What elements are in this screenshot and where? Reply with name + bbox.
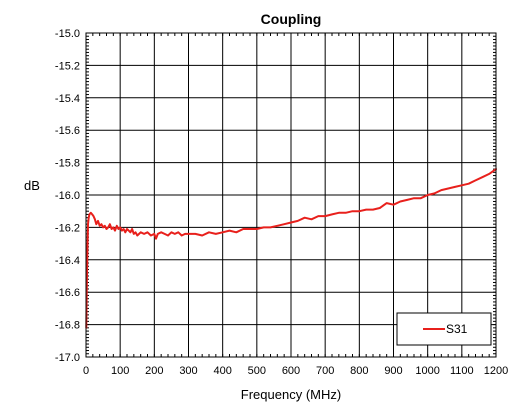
x-tick-label: 0 <box>83 365 89 377</box>
y-tick-label: -15.2 <box>55 60 80 72</box>
x-tick-label: 800 <box>350 365 368 377</box>
y-tick-label: -15.8 <box>55 158 80 170</box>
series-layer <box>85 168 497 329</box>
y-tick-label: -15.0 <box>55 28 80 40</box>
legend-label-s31: S31 <box>446 322 468 336</box>
y-tick-label: -17.0 <box>55 352 80 364</box>
series-line-s31 <box>85 168 497 329</box>
x-tick-label: 100 <box>111 365 129 377</box>
y-axis-label: dB <box>24 178 40 193</box>
x-axis-label: Frequency (MHz) <box>241 387 341 402</box>
x-tick-label: 700 <box>316 365 334 377</box>
x-tick-label: 1000 <box>415 365 439 377</box>
y-tick-label: -16.4 <box>55 255 80 267</box>
chart-title: Coupling <box>261 11 322 27</box>
x-tick-label: 500 <box>248 365 266 377</box>
x-tick-label: 900 <box>384 365 402 377</box>
x-tick-label: 1200 <box>484 365 508 377</box>
y-tick-label: -16.6 <box>55 287 80 299</box>
x-tick-label: 600 <box>282 365 300 377</box>
y-tick-label: -16.8 <box>55 320 80 332</box>
x-tick-label: 300 <box>179 365 197 377</box>
x-tick-label: 400 <box>213 365 231 377</box>
y-tick-label: -16.2 <box>55 222 80 234</box>
y-tick-label: -15.6 <box>55 125 80 137</box>
y-tick-label: -15.4 <box>55 93 80 105</box>
x-tick-label: 1100 <box>450 365 474 377</box>
legend: S31 <box>396 312 492 346</box>
y-tick-label: -16.0 <box>55 190 80 202</box>
tick-labels: 0 100 200 300 400 500 600 700 800 900 1000 1100 1200… <box>55 28 508 377</box>
plot-frame <box>85 32 497 358</box>
x-tick-label: 200 <box>145 365 163 377</box>
